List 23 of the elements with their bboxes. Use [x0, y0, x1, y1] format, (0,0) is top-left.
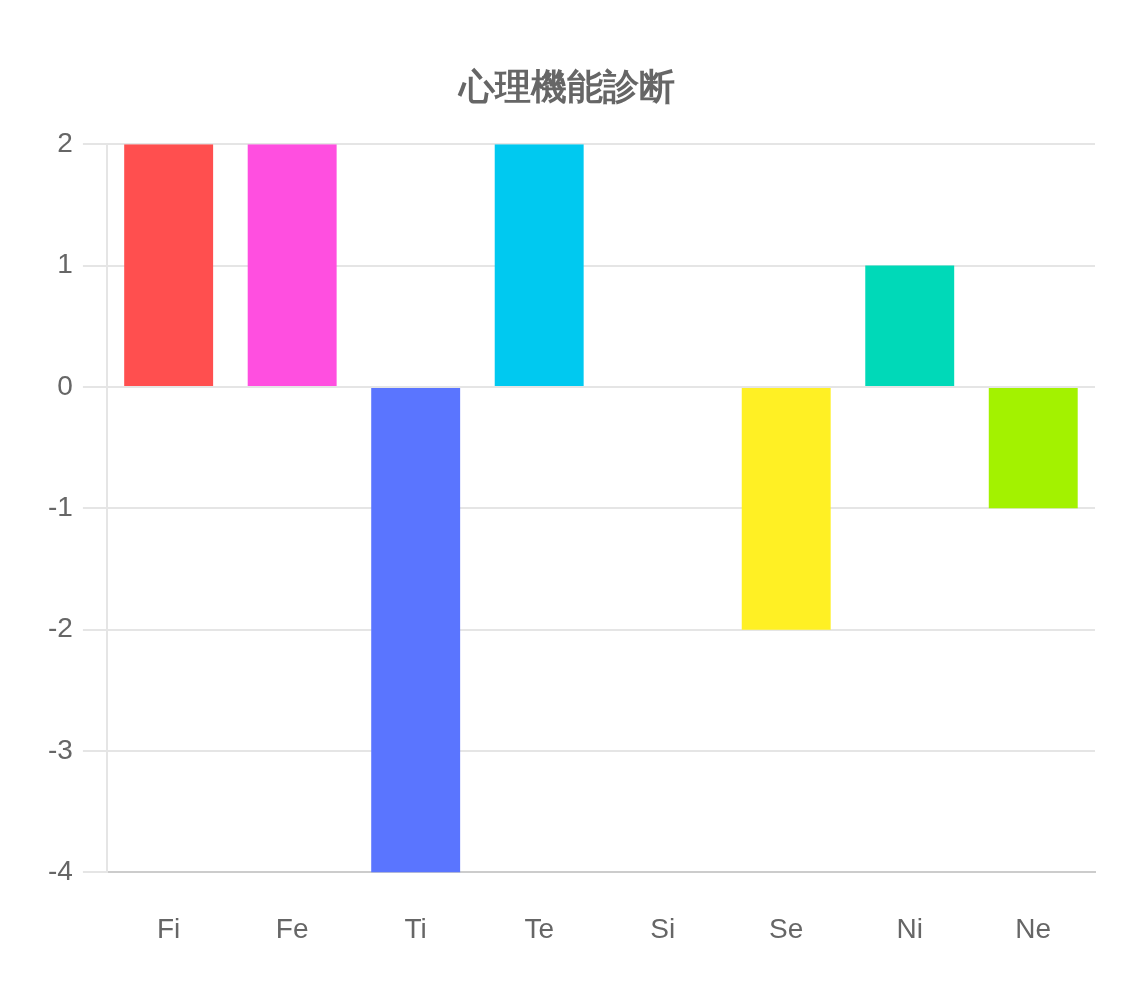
bar	[494, 144, 584, 386]
x-tick-label: Te	[524, 912, 554, 944]
bar	[741, 387, 831, 630]
y-tick-label: 0	[57, 369, 73, 401]
y-tick-label: -4	[47, 855, 73, 887]
bar	[124, 144, 214, 386]
x-tick-label: Si	[650, 912, 676, 944]
y-tick-label: -1	[47, 491, 73, 523]
bar	[247, 144, 337, 386]
bar	[988, 387, 1078, 509]
chart-title: 心理機能診断	[456, 65, 675, 107]
x-tick-label: Fe	[275, 912, 309, 944]
x-tick-label: Ti	[404, 912, 427, 944]
x-tick-label: Se	[769, 912, 804, 944]
bar	[865, 265, 955, 386]
y-tick-label: -3	[47, 733, 73, 765]
y-tick-label: 2	[57, 126, 73, 158]
x-tick-label: Fi	[156, 912, 181, 944]
x-tick-label: Ne	[1015, 912, 1052, 944]
bar	[371, 387, 461, 873]
y-tick-label: 1	[57, 248, 73, 280]
x-tick-label: Ni	[896, 912, 923, 944]
y-tick-label: -2	[47, 612, 73, 644]
